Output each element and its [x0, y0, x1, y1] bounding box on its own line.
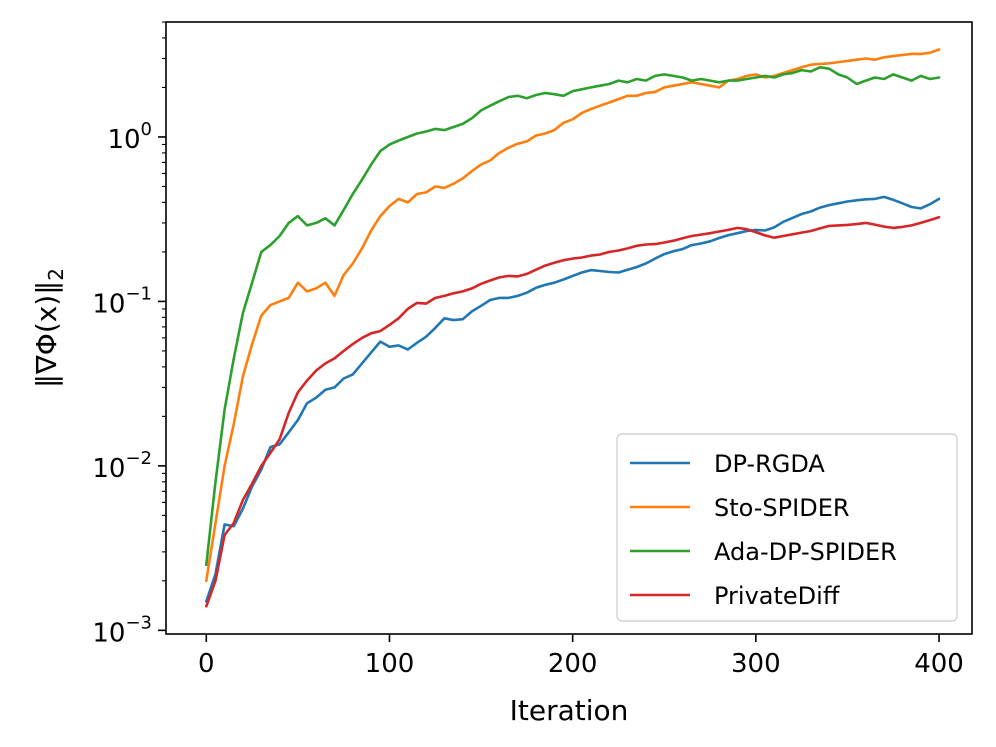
plot-frame — [165, 21, 973, 635]
series-line-privatediff — [205, 215, 941, 608]
x-tick-label: 300 — [731, 649, 781, 679]
x-tick-label: 100 — [365, 649, 415, 679]
y-tick-label: 100 — [107, 119, 152, 155]
y-axis-title-subscript: 2 — [44, 268, 68, 281]
legend-label: Ada-DP-SPIDER — [714, 538, 897, 566]
x-tick-label: 400 — [914, 649, 964, 679]
y-axis-title: ‖∇Φ(x)‖2 — [30, 268, 68, 388]
legend: DP-RGDA Sto-SPIDER Ada-DP-SPIDER PrivateDif… — [616, 433, 958, 622]
y-tick-label: 10−1 — [92, 283, 152, 319]
y-axis: 10−3 10−2 10−1 100 — [92, 21, 166, 648]
x-tick-label: 0 — [198, 649, 215, 679]
y-axis-title-main: ‖∇Φ(x)‖ — [30, 281, 63, 388]
x-tick-label: 200 — [548, 649, 598, 679]
svg-text:‖∇Φ(x)‖2: ‖∇Φ(x)‖2 — [30, 268, 68, 388]
legend-label: DP-RGDA — [714, 450, 825, 478]
series-line-sto-spider — [205, 48, 941, 583]
legend-label: Sto-SPIDER — [714, 494, 850, 522]
legend-label: PrivateDiff — [714, 582, 840, 610]
series-line-dp-rgda — [205, 195, 941, 603]
x-axis: 0 100 200 300 400 — [198, 634, 964, 679]
legend-box — [616, 433, 958, 622]
series-line-ada-dp-spider — [205, 66, 941, 567]
x-axis-title: Iteration — [510, 694, 629, 727]
y-tick-label: 10−3 — [92, 612, 152, 648]
series-layer — [205, 48, 941, 608]
y-tick-label: 10−2 — [92, 448, 152, 484]
